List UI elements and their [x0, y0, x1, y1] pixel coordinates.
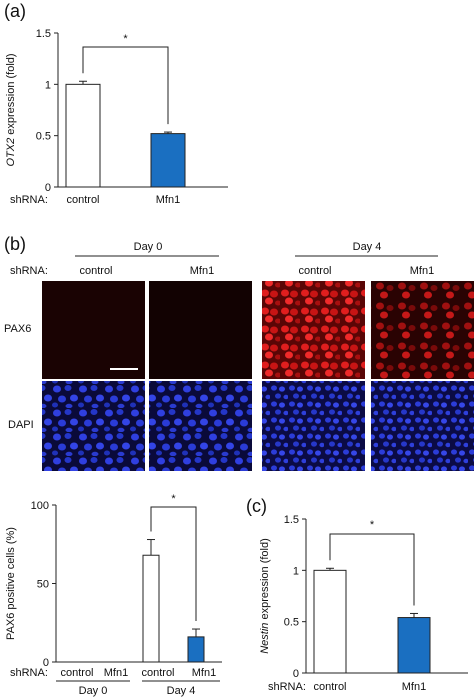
panel-a-label: (a) — [4, 1, 26, 21]
y-tick-label: 1.5 — [36, 28, 51, 40]
x-category-label: Mfn1 — [156, 194, 180, 206]
significance-bracket — [82, 46, 169, 125]
y-tick-label: 1.5 — [284, 514, 299, 526]
micro-col-label: control — [79, 265, 112, 277]
dapi-day0-control-image — [42, 381, 145, 471]
chart-c: 0 0.5 1 1.5 Nestin expression (fold) control M… — [259, 514, 468, 693]
x-category-label: control — [66, 194, 99, 206]
micro-col-label: control — [298, 265, 331, 277]
shrna-label-a: shRNA: — [10, 194, 48, 206]
micro-col-label: Mfn1 — [190, 265, 214, 277]
y-axis-label: OTX2 expression (fold) — [5, 53, 17, 166]
bar — [142, 554, 160, 663]
dapi-day4-control-image — [262, 381, 365, 471]
x-category-label: control — [313, 681, 346, 693]
shrna-label-c: shRNA: — [268, 681, 306, 693]
b-condition-label: control — [60, 667, 93, 679]
pax6-day0-control-image — [42, 281, 145, 379]
b-day0-label: Day 0 — [79, 685, 108, 697]
b-day4-label: Day 4 — [167, 685, 196, 697]
pax6-day0-mfn1-image — [149, 281, 252, 379]
x-category-label: Mfn1 — [402, 681, 426, 693]
y-tick-label: 0.5 — [284, 617, 299, 629]
y-tick-label: 0 — [45, 182, 51, 194]
shrna-label-micro: shRNA: — [10, 265, 48, 277]
significance-bracket — [329, 533, 415, 606]
chart-b: 0 50 100 PAX6 positive cells (%) * — [5, 493, 222, 669]
y-tick-label: 100 — [31, 500, 49, 512]
chart-a: 0 0.5 1 1.5 OTX2 expression (fold) control Mfn… — [5, 28, 228, 206]
micrograph-section: Day 0 Day 4 shRNA: control Mfn1 control … — [4, 241, 474, 471]
bar — [65, 83, 101, 188]
y-axis-label: PAX6 positive cells (%) — [5, 527, 17, 640]
bar — [150, 133, 186, 188]
y-tick-label: 0 — [43, 657, 49, 669]
pax6-day4-control-image — [262, 281, 365, 379]
row-label-dapi: DAPI — [8, 419, 34, 431]
bar — [313, 569, 347, 674]
y-axis-label: Nestin expression (fold) — [259, 538, 271, 654]
y-tick-label: 1 — [45, 79, 51, 91]
y-tick-label: 1 — [293, 565, 299, 577]
dapi-day0-mfn1-image — [149, 381, 252, 471]
panel-b-label: (b) — [4, 234, 26, 254]
bar — [187, 636, 205, 663]
b-condition-label: Mfn1 — [192, 667, 216, 679]
panel-c-label: (c) — [246, 496, 267, 516]
bar — [397, 617, 431, 674]
dapi-day4-mfn1-image — [371, 381, 474, 471]
y-tick-label: 0.5 — [36, 131, 51, 143]
pax6-day4-mfn1-image — [371, 281, 474, 379]
y-tick-label: 50 — [37, 579, 49, 591]
significance-star: * — [370, 519, 375, 531]
significance-star: * — [171, 493, 176, 505]
shrna-label-b: shRNA: — [10, 667, 48, 679]
significance-bracket — [150, 506, 197, 622]
y-tick-label: 0 — [293, 668, 299, 680]
b-condition-label: control — [141, 667, 174, 679]
b-condition-label: Mfn1 — [104, 667, 128, 679]
row-label-pax6: PAX6 — [4, 323, 31, 335]
significance-star: * — [123, 33, 128, 45]
day0-header: Day 0 — [134, 241, 163, 253]
micro-col-label: Mfn1 — [410, 265, 434, 277]
day4-header: Day 4 — [353, 241, 382, 253]
